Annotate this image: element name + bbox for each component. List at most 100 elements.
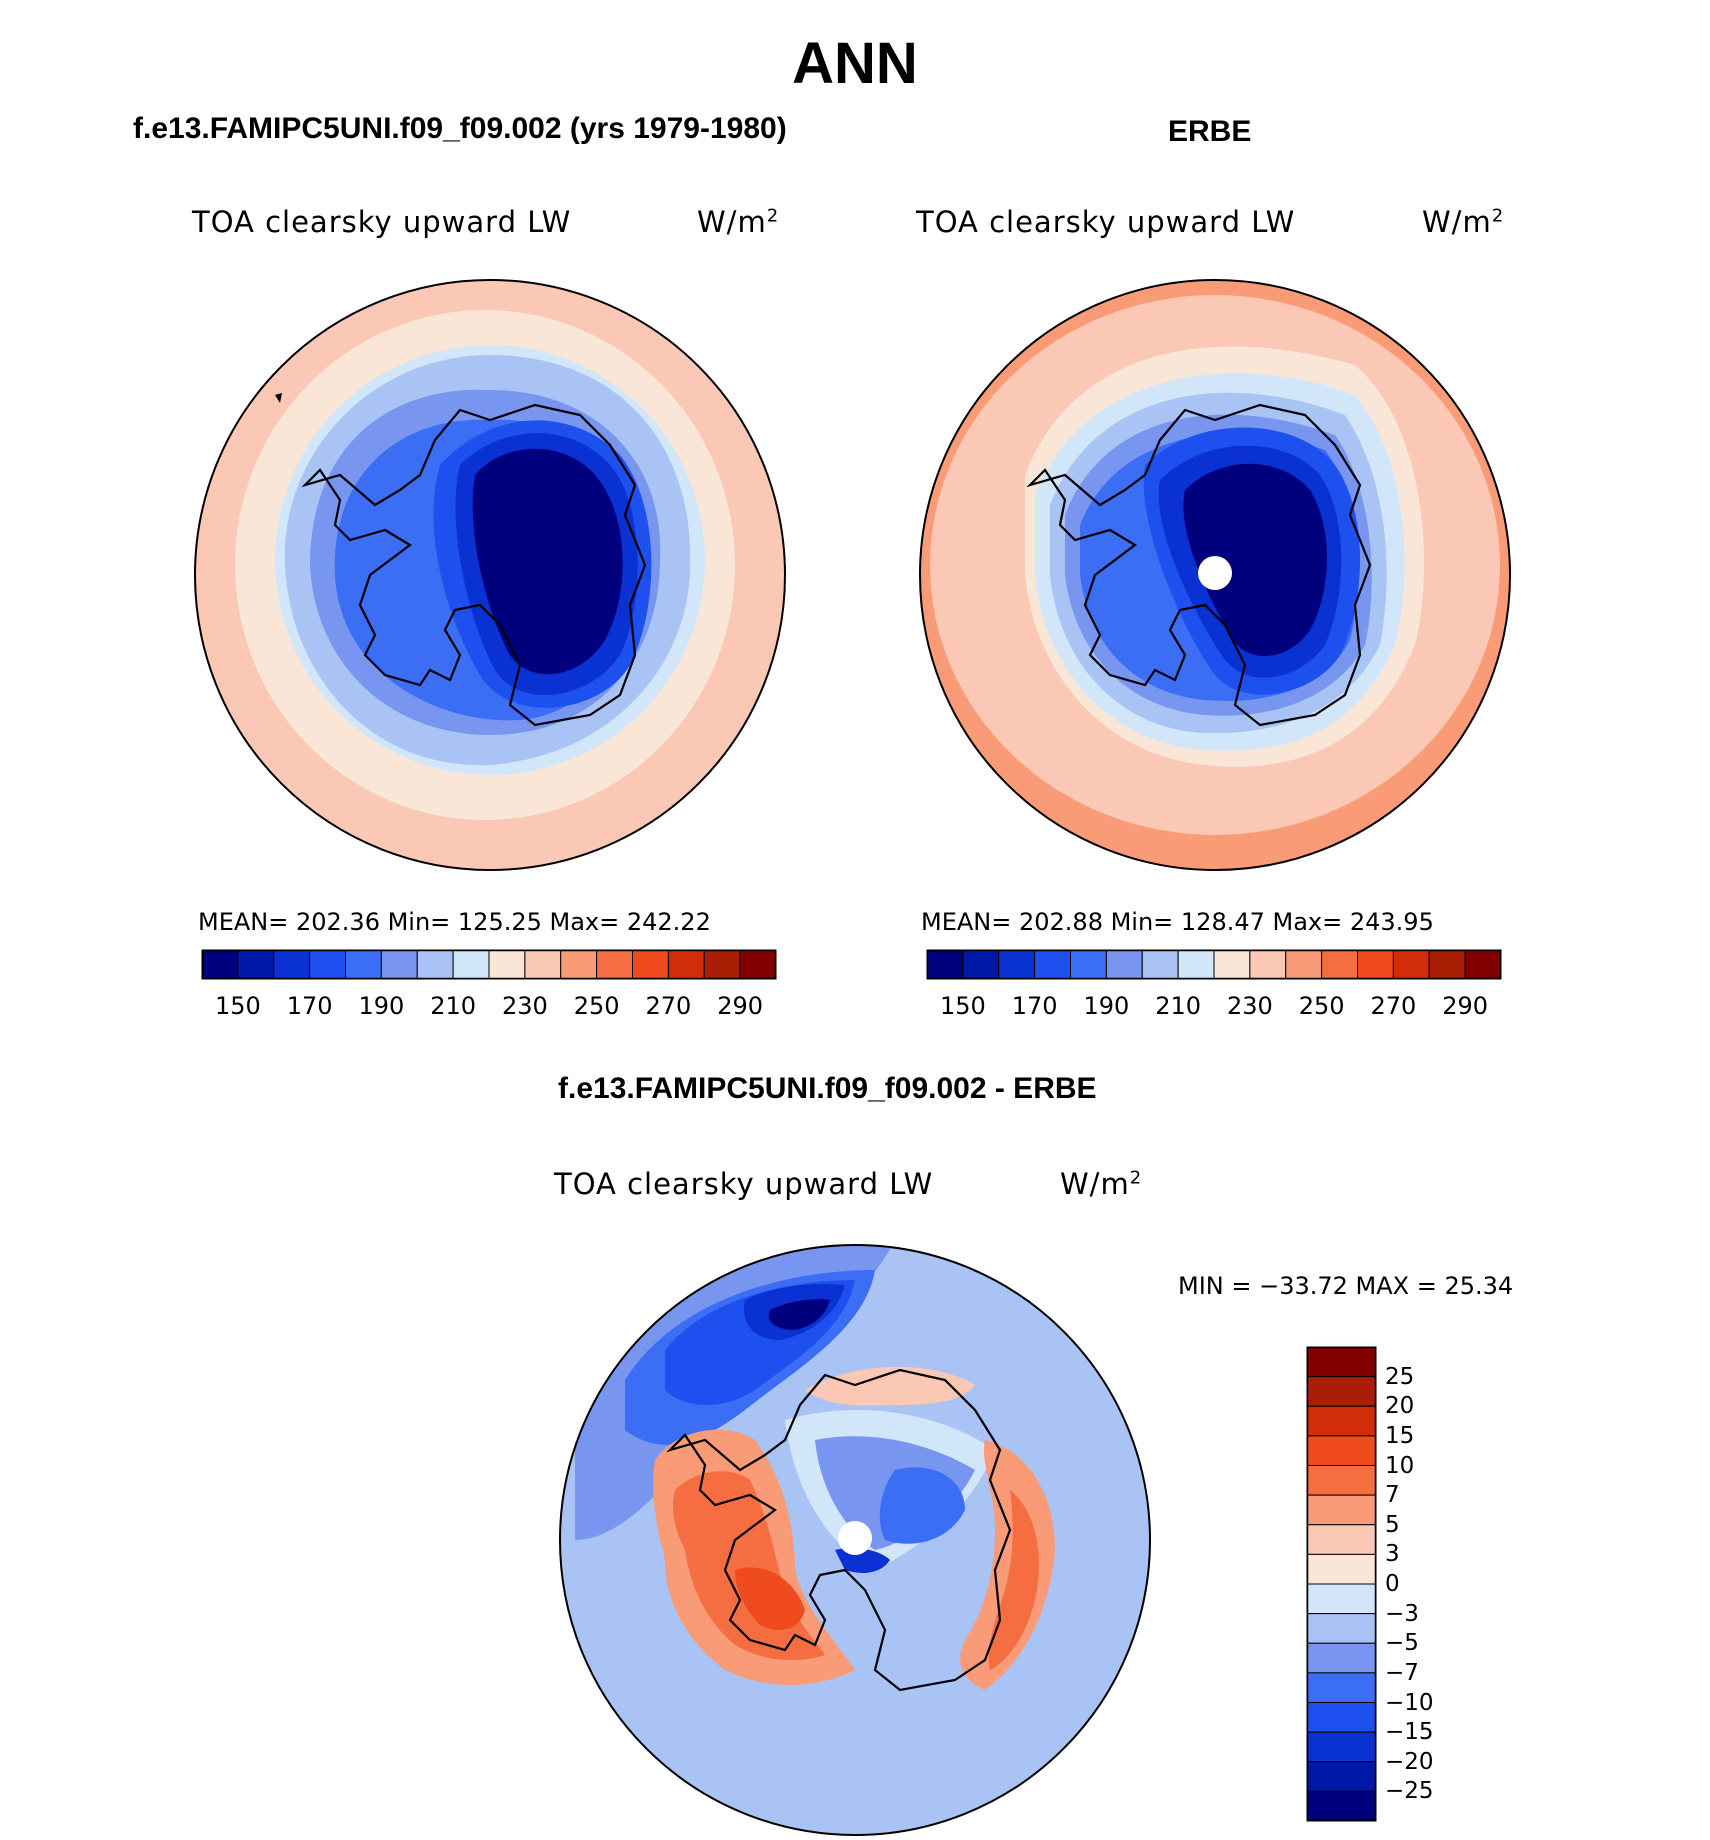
colorbar-box bbox=[560, 949, 598, 980]
panel2-case-title: ERBE bbox=[1168, 115, 1252, 148]
colorbar-box bbox=[309, 949, 346, 980]
colorbar-box bbox=[1306, 1405, 1377, 1437]
colorbar-box bbox=[1392, 949, 1430, 980]
colorbar-tick-label: −10 bbox=[1385, 1689, 1434, 1716]
colorbar-box bbox=[1306, 1465, 1377, 1496]
colorbar-tick-label: 290 bbox=[1442, 992, 1489, 1020]
colorbar-box bbox=[1357, 949, 1394, 980]
panel3-colorbar bbox=[1306, 1346, 1377, 1822]
panel2-map bbox=[919, 279, 1511, 871]
colorbar-tick-label: 170 bbox=[1011, 992, 1058, 1020]
colorbar-tick-label: 150 bbox=[939, 992, 986, 1020]
colorbar-tick-label: 270 bbox=[1370, 992, 1417, 1020]
colorbar-box bbox=[1070, 949, 1107, 980]
panel3-map bbox=[559, 1244, 1151, 1836]
colorbar-tick-label: −3 bbox=[1385, 1600, 1419, 1627]
map1-coastline bbox=[301, 403, 647, 727]
colorbar-box bbox=[1306, 1761, 1377, 1792]
colorbar-box bbox=[926, 949, 964, 980]
colorbar-box bbox=[1285, 949, 1323, 980]
colorbar-box bbox=[1306, 1702, 1377, 1733]
colorbar-tick-label: 170 bbox=[286, 992, 333, 1020]
panel1-colorbar bbox=[201, 949, 777, 980]
colorbar-box bbox=[1105, 949, 1143, 980]
colorbar-tick-label: −15 bbox=[1385, 1719, 1434, 1746]
panel2-stats: MEAN= 202.88 Min= 128.47 Max= 243.95 bbox=[921, 908, 1434, 936]
colorbar-box bbox=[1306, 1642, 1377, 1674]
colorbar-tick-label: 190 bbox=[1083, 992, 1130, 1020]
colorbar-box bbox=[452, 949, 490, 980]
colorbar-box bbox=[596, 949, 633, 980]
colorbar-tick-label: 25 bbox=[1385, 1363, 1415, 1390]
panel3-variable-label: TOA clearsky upward LW bbox=[554, 1167, 934, 1201]
colorbar-box bbox=[201, 949, 239, 980]
colorbar-box bbox=[1306, 1731, 1377, 1763]
panel3-case-title: f.e13.FAMIPC5UNI.f09_f09.002 - ERBE bbox=[558, 1072, 1097, 1105]
colorbar-box bbox=[1306, 1583, 1377, 1615]
colorbar-box bbox=[1321, 949, 1358, 980]
colorbar-tick-label: 7 bbox=[1385, 1482, 1400, 1509]
colorbar-box bbox=[1306, 1435, 1377, 1466]
colorbar-box bbox=[667, 949, 705, 980]
colorbar-box bbox=[703, 949, 741, 980]
colorbar-tick-label: 250 bbox=[1298, 992, 1345, 1020]
colorbar-box bbox=[739, 949, 777, 980]
colorbar-tick-label: 150 bbox=[214, 992, 261, 1020]
colorbar-tick-label: −5 bbox=[1385, 1630, 1419, 1657]
colorbar-tick-label: 250 bbox=[573, 992, 620, 1020]
colorbar-box bbox=[1428, 949, 1466, 980]
map3-missing-pole bbox=[838, 1521, 872, 1555]
colorbar-box bbox=[1141, 949, 1179, 980]
colorbar-box bbox=[1306, 1524, 1377, 1555]
colorbar-box bbox=[1306, 1494, 1377, 1526]
colorbar-box bbox=[1306, 1790, 1377, 1822]
colorbar-tick-label: 190 bbox=[358, 992, 405, 1020]
colorbar-box bbox=[380, 949, 418, 980]
colorbar-tick-label: 3 bbox=[1385, 1541, 1400, 1568]
colorbar-box bbox=[998, 949, 1036, 980]
panel1-case-title: f.e13.FAMIPC5UNI.f09_f09.002 (yrs 1979-1… bbox=[133, 112, 787, 145]
colorbar-tick-label: 210 bbox=[430, 992, 477, 1020]
colorbar-box bbox=[524, 949, 562, 980]
panel1-stats: MEAN= 202.36 Min= 125.25 Max= 242.22 bbox=[198, 908, 711, 936]
colorbar-box bbox=[416, 949, 454, 980]
panel2-variable-label: TOA clearsky upward LW bbox=[916, 205, 1296, 239]
map1-band-150 bbox=[472, 448, 623, 675]
colorbar-box bbox=[632, 949, 669, 980]
colorbar-box bbox=[273, 949, 311, 980]
main-title: ANN bbox=[792, 31, 918, 96]
colorbar-tick-label: 0 bbox=[1385, 1571, 1400, 1597]
colorbar-box bbox=[962, 949, 1000, 980]
colorbar-tick-label: 10 bbox=[1385, 1452, 1415, 1479]
colorbar-box bbox=[1306, 1553, 1377, 1585]
colorbar-tick-label: 15 bbox=[1385, 1422, 1415, 1449]
colorbar-tick-label: 5 bbox=[1385, 1511, 1400, 1538]
colorbar-tick-label: −20 bbox=[1385, 1748, 1434, 1775]
panel1-units-label: W/m2 bbox=[697, 205, 780, 239]
map2-missing-pole bbox=[1198, 556, 1232, 590]
colorbar-box bbox=[1306, 1346, 1377, 1378]
colorbar-box bbox=[1306, 1376, 1377, 1407]
colorbar-box bbox=[237, 949, 275, 980]
colorbar-tick-label: 230 bbox=[501, 992, 548, 1020]
colorbar-tick-label: 20 bbox=[1385, 1393, 1415, 1420]
colorbar-box bbox=[1034, 949, 1071, 980]
colorbar-tick-label: 270 bbox=[645, 992, 692, 1020]
colorbar-box bbox=[1306, 1672, 1377, 1703]
colorbar-tick-label: 290 bbox=[717, 992, 764, 1020]
colorbar-box bbox=[1464, 949, 1502, 980]
panel2-units-label: W/m2 bbox=[1422, 205, 1505, 239]
colorbar-box bbox=[1249, 949, 1287, 980]
colorbar-box bbox=[1306, 1613, 1377, 1644]
colorbar-box bbox=[1213, 949, 1251, 980]
panel3-units-label: W/m2 bbox=[1060, 1167, 1143, 1201]
colorbar-tick-label: 210 bbox=[1155, 992, 1202, 1020]
colorbar-tick-label: −25 bbox=[1385, 1778, 1434, 1805]
colorbar-tick-label: −7 bbox=[1385, 1659, 1419, 1686]
colorbar-box bbox=[345, 949, 382, 980]
map1-border bbox=[194, 279, 786, 871]
panel2-colorbar bbox=[926, 949, 1502, 980]
colorbar-tick-label: 230 bbox=[1226, 992, 1273, 1020]
colorbar-box bbox=[488, 949, 526, 980]
panel1-map bbox=[194, 279, 786, 871]
